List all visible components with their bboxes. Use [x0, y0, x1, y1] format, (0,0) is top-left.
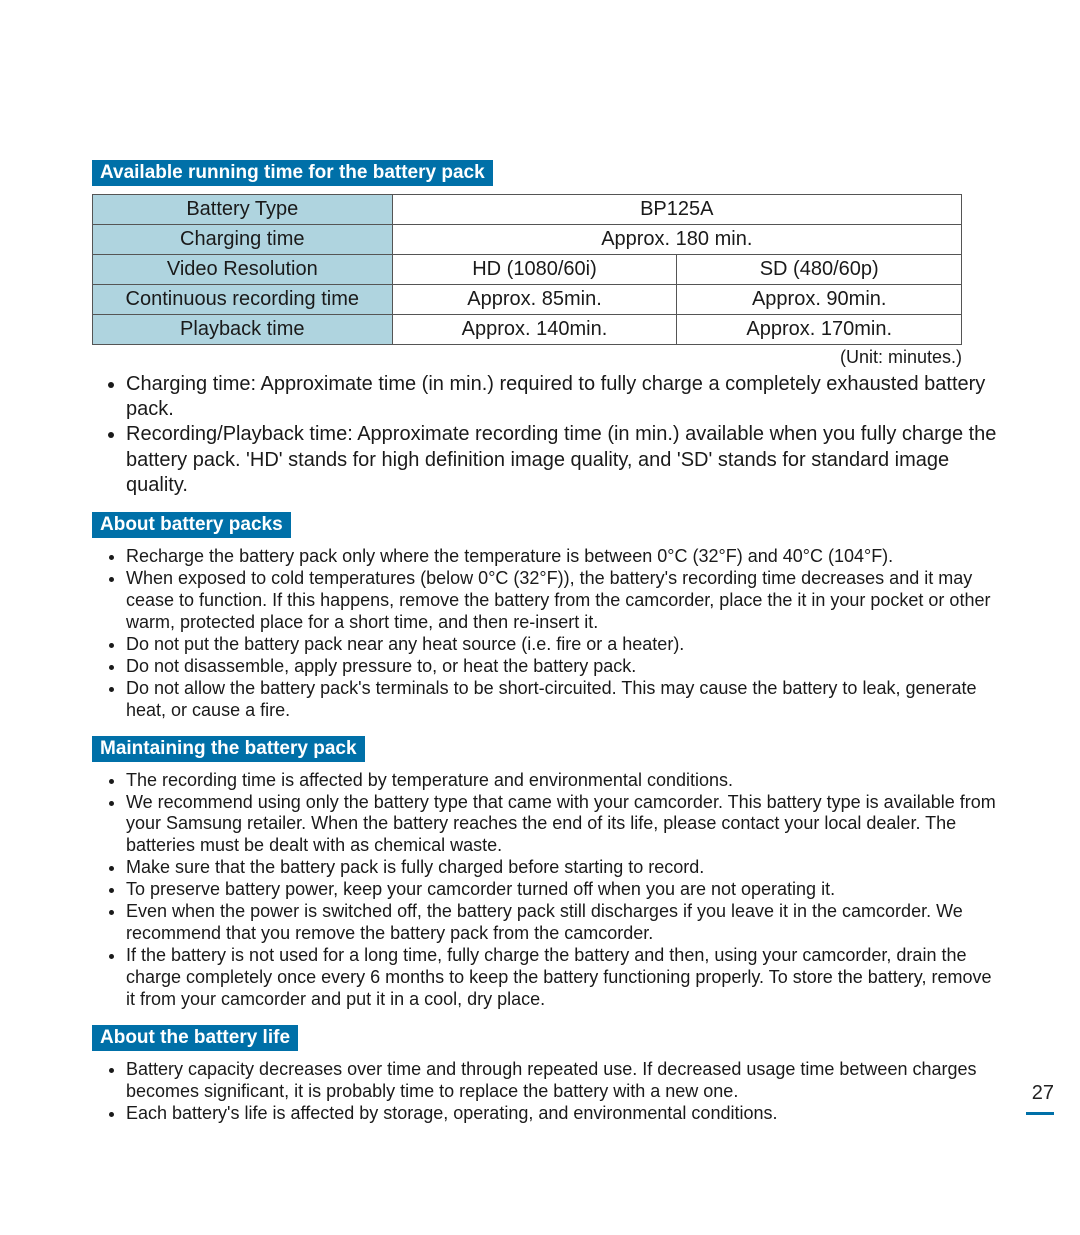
cell-playback-time-sd: Approx. 170min. [677, 315, 962, 345]
list-item: Do not disassemble, apply pressure to, o… [126, 656, 1020, 678]
cell-battery-type-label: Battery Type [93, 195, 393, 225]
list-item: Charging time: Approximate time (in min.… [126, 372, 1020, 422]
cell-playback-time-label: Playback time [93, 315, 393, 345]
unit-note: (Unit: minutes.) [92, 347, 962, 368]
list-item: Make sure that the battery pack is fully… [126, 857, 1020, 879]
cell-charging-time-label: Charging time [93, 225, 393, 255]
cell-playback-time-hd: Approx. 140min. [392, 315, 677, 345]
section-title-running-time: Available running time for the battery p… [92, 160, 493, 186]
cell-video-res-hd: HD (1080/60i) [392, 255, 677, 285]
table-row: Video Resolution HD (1080/60i) SD (480/6… [93, 255, 962, 285]
section-title-battery-life: About the battery life [92, 1025, 298, 1051]
list-item: Do not allow the battery pack's terminal… [126, 678, 1020, 722]
cell-video-res-sd: SD (480/60p) [677, 255, 962, 285]
list-item: To preserve battery power, keep your cam… [126, 879, 1020, 901]
battery-table: Battery Type BP125A Charging time Approx… [92, 194, 962, 345]
page-number: 27 [1032, 1082, 1054, 1105]
list-item: Do not put the battery pack near any hea… [126, 634, 1020, 656]
manual-page: Available running time for the battery p… [0, 0, 1080, 1235]
cell-video-res-label: Video Resolution [93, 255, 393, 285]
cell-battery-type-value: BP125A [392, 195, 961, 225]
table-row: Continuous recording time Approx. 85min.… [93, 285, 962, 315]
bullet-list-maintaining: The recording time is affected by temper… [92, 770, 1020, 1011]
table-row: Battery Type BP125A [93, 195, 962, 225]
list-item: If the battery is not used for a long ti… [126, 945, 1020, 1011]
cell-recording-time-label: Continuous recording time [93, 285, 393, 315]
list-item: The recording time is affected by temper… [126, 770, 1020, 792]
list-item: Each battery's life is affected by stora… [126, 1103, 1020, 1125]
table-row: Playback time Approx. 140min. Approx. 17… [93, 315, 962, 345]
bullet-list-battery-life: Battery capacity decreases over time and… [92, 1059, 1020, 1125]
list-item: Recharge the battery pack only where the… [126, 546, 1020, 568]
cell-recording-time-sd: Approx. 90min. [677, 285, 962, 315]
bullet-list-running-time: Charging time: Approximate time (in min.… [92, 372, 1020, 498]
bullet-list-about-packs: Recharge the battery pack only where the… [92, 546, 1020, 722]
section-title-maintaining: Maintaining the battery pack [92, 736, 365, 762]
list-item: Even when the power is switched off, the… [126, 901, 1020, 945]
table-row: Charging time Approx. 180 min. [93, 225, 962, 255]
list-item: Recording/Playback time: Approximate rec… [126, 422, 1020, 498]
list-item: We recommend using only the battery type… [126, 792, 1020, 858]
cell-recording-time-hd: Approx. 85min. [392, 285, 677, 315]
page-number-underline [1026, 1112, 1054, 1115]
cell-charging-time-value: Approx. 180 min. [392, 225, 961, 255]
list-item: When exposed to cold temperatures (below… [126, 568, 1020, 634]
list-item: Battery capacity decreases over time and… [126, 1059, 1020, 1103]
section-title-about-packs: About battery packs [92, 512, 291, 538]
